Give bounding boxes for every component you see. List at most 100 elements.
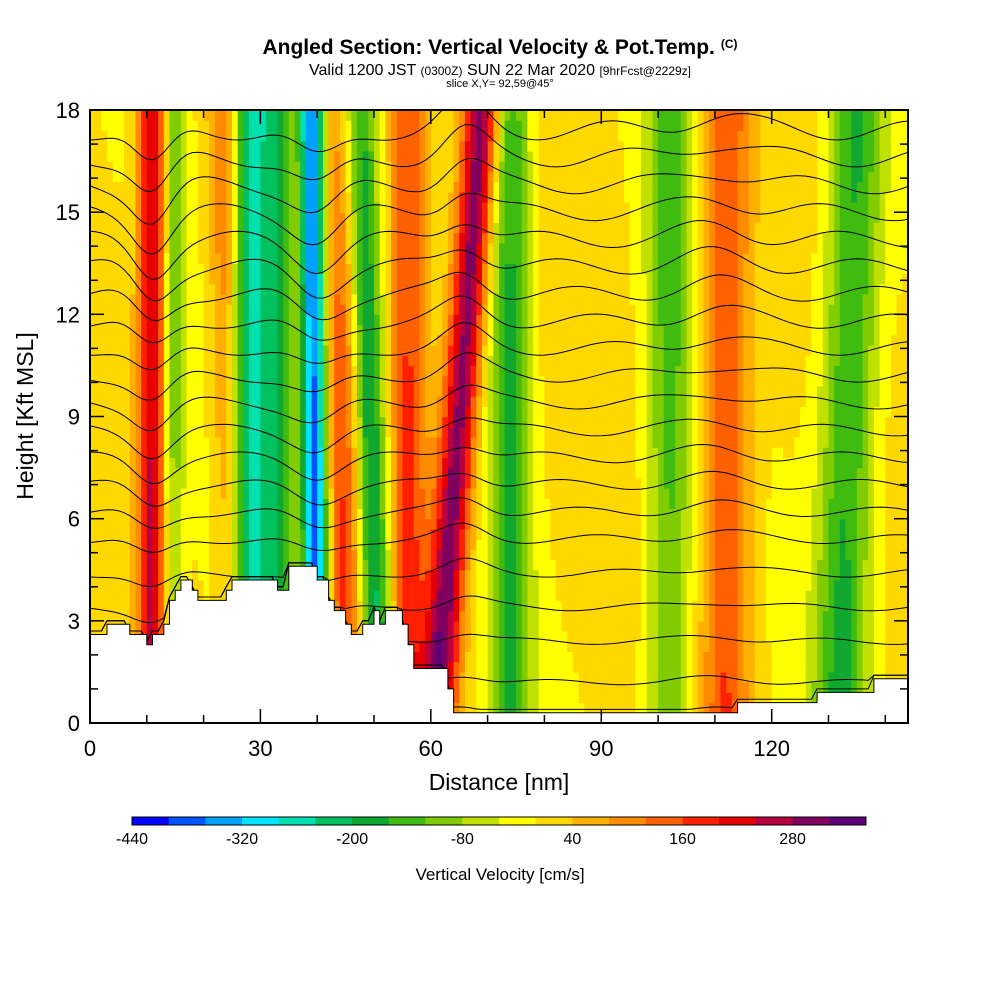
field-cell — [686, 447, 693, 458]
field-cell — [828, 641, 835, 653]
field-cell — [589, 416, 597, 428]
field-cell — [731, 406, 739, 418]
field-cell — [686, 375, 693, 387]
field-cell — [601, 702, 608, 714]
field-cell — [800, 477, 807, 489]
field-cell — [203, 498, 210, 510]
field-cell — [584, 457, 591, 469]
field-cell — [811, 436, 818, 448]
field-cell — [436, 549, 443, 561]
field-cell — [731, 508, 739, 520]
field-cell — [385, 508, 392, 520]
field-cell — [890, 559, 898, 571]
field-cell — [646, 590, 653, 601]
field-cell — [817, 528, 824, 540]
field-cell — [402, 426, 409, 438]
field-cell — [351, 590, 358, 601]
field-cell — [192, 477, 199, 489]
field-cell — [521, 549, 528, 561]
field-cell — [885, 467, 892, 479]
field-cell — [112, 518, 119, 530]
field-cell — [538, 702, 546, 714]
field-cell — [180, 508, 188, 520]
field-cell — [862, 375, 869, 387]
field-cell — [567, 702, 574, 714]
field-cell — [601, 590, 608, 601]
field-cell — [487, 671, 494, 683]
field-cell — [697, 447, 705, 458]
field-cell — [623, 590, 631, 601]
field-cell — [788, 436, 795, 448]
field-cell — [641, 641, 648, 653]
field-cell — [180, 477, 188, 489]
field-cell — [277, 375, 284, 387]
field-cell — [743, 457, 750, 469]
field-cell — [646, 569, 653, 581]
field-cell — [521, 610, 528, 622]
field-cell — [254, 396, 262, 407]
field-cell — [419, 559, 426, 571]
field-cell — [339, 457, 347, 469]
field-cell — [425, 375, 432, 387]
field-cell — [254, 539, 262, 550]
field-cell — [788, 671, 795, 683]
field-cell — [822, 631, 830, 642]
field-cell — [589, 682, 597, 693]
field-cell — [675, 569, 682, 581]
field-cell — [783, 426, 790, 438]
field-cell — [300, 375, 307, 387]
field-cell — [101, 406, 108, 418]
field-cell — [135, 406, 142, 418]
field-cell — [646, 671, 653, 683]
field-cell — [680, 559, 688, 571]
field-cell — [294, 375, 301, 387]
field-cell — [663, 620, 671, 632]
field-cell — [436, 416, 443, 428]
field-cell — [646, 477, 653, 489]
field-cell — [425, 661, 432, 673]
field-cell — [430, 620, 438, 632]
field-cell — [294, 518, 301, 530]
field-cell — [442, 406, 449, 418]
field-cell — [703, 600, 710, 612]
field-cell — [504, 447, 511, 458]
field-cell — [731, 457, 739, 469]
field-cell — [794, 385, 801, 397]
field-cell — [629, 528, 636, 540]
field-cell — [186, 447, 193, 458]
field-cell — [680, 518, 688, 530]
field-cell — [510, 498, 517, 510]
field-cell — [243, 569, 250, 581]
field-cell — [447, 436, 455, 448]
field-cell — [777, 692, 784, 704]
field-cell — [623, 610, 631, 622]
field-cell — [851, 631, 858, 642]
field-cell — [714, 457, 722, 469]
field-cell — [487, 518, 494, 530]
field-cell — [374, 508, 381, 520]
field-cell — [726, 559, 733, 571]
field-cell — [141, 406, 148, 418]
field-cell — [890, 631, 898, 642]
field-cell — [902, 406, 908, 418]
field-cell — [658, 518, 665, 530]
field-cell — [896, 436, 903, 448]
field-cell — [896, 518, 903, 530]
field-cell — [322, 426, 330, 438]
field-cell — [760, 569, 767, 581]
field-cell — [629, 692, 636, 704]
field-cell — [408, 569, 415, 581]
field-cell — [612, 590, 619, 601]
field-cell — [129, 447, 137, 458]
field-cell — [499, 447, 506, 458]
field-cell — [430, 447, 438, 458]
field-cell — [533, 518, 540, 530]
field-cell — [686, 508, 693, 520]
field-cell — [896, 600, 903, 612]
field-cell — [277, 396, 284, 407]
field-cell — [413, 508, 421, 520]
field-cell — [129, 457, 137, 469]
field-cell — [328, 477, 335, 489]
field-cell — [890, 671, 898, 683]
field-cell — [391, 528, 398, 540]
